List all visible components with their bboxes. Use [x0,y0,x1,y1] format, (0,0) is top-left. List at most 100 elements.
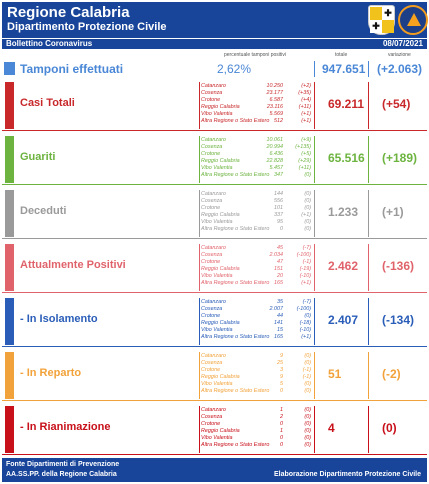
province-name: Catanzaro [201,191,226,197]
province-value: 45 [277,245,283,251]
province-delta: (-10) [299,327,311,333]
province-row: Catanzaro 144 (0) [201,191,313,198]
province-name: Cosenza [201,252,223,258]
province-row: Crotone 47 (-1) [201,259,313,266]
province-row: Altra Regione o Stato Estero 165 (+1) [201,334,313,341]
row-variation: (+54) [382,97,411,111]
header-title: Regione Calabria [7,4,130,21]
province-name: Vibo Valentia [201,219,233,225]
province-row: Crotone 0 (0) [201,421,313,428]
province-row: Cosenza 23.177 (+35) [201,90,313,97]
province-delta: (0) [304,172,311,178]
province-value: 6.587 [269,97,284,103]
province-name: Vibo Valentia [201,273,233,279]
row-total: 65.516 [328,151,365,165]
province-name: Altra Regione o Stato Estero [201,172,270,178]
province-delta: (0) [304,381,311,387]
province-name: Reggio Calabria [201,158,240,164]
protezione-civile-logo-icon [398,5,428,35]
province-name: Vibo Valentia [201,435,233,441]
province-value: 9 [280,353,283,359]
divider [199,244,200,291]
row-total: 2.407 [328,313,359,327]
province-delta: (0) [304,428,311,434]
province-name: Vibo Valentia [201,165,233,171]
province-delta: (0) [304,313,311,319]
province-value: 95 [277,219,283,225]
divider [314,406,315,453]
province-delta: (+135) [295,144,311,150]
tamponi-pct: 2,62% [217,62,252,76]
tamponi-total: 947.651 [322,62,366,76]
province-delta: (+11) [298,104,311,110]
province-delta: (-19) [299,266,311,272]
province-row: Crotone 3 (-1) [201,367,313,374]
province-value: 23.116 [266,104,283,110]
divider [199,82,200,129]
province-name: Crotone [201,313,221,319]
row-variation: (+1) [382,205,404,219]
row-color-bar [5,190,14,237]
province-value: 25 [277,360,283,366]
divider [368,136,369,183]
row-label: Guariti [20,151,56,163]
sub-header-bar: Bollettino Coronavirus 08/07/2021 [2,39,427,49]
province-row: Catanzaro 9 (0) [201,353,313,360]
divider [314,82,315,129]
province-list: Catanzaro 9 (0) Cosenza 25 (0) Crotone 3 (-1) Reg… [201,353,313,395]
row-variation: (-2) [382,367,401,381]
province-value: 101 [274,205,283,211]
province-name: Altra Regione o Stato Estero [201,226,270,232]
divider [368,61,369,77]
province-row: Catanzaro 45 (-7) [201,245,313,252]
divider [199,352,200,399]
row-color-bar [5,82,14,129]
row-variation: (+189) [382,151,418,165]
province-value: 22.828 [266,158,284,164]
province-delta: (-1) [302,259,311,265]
divider [368,244,369,291]
province-name: Altra Regione o Stato Estero [201,442,270,448]
province-delta: (0) [304,198,311,204]
row-label: Casi Totali [20,97,75,109]
row-divider [2,400,427,401]
row-color-bar [5,244,14,291]
province-row: Vibo Valentia 95 (0) [201,219,313,226]
stat-row: Guariti Catanzaro 10.061 (+9) Cosenza 20.994 (… [2,134,427,185]
province-name: Reggio Calabria [201,212,240,218]
province-row: Altra Regione o Stato Estero 347 (0) [201,172,313,179]
province-value: 2.034 [269,252,284,258]
row-divider [2,346,427,347]
tamponi-variation: (+2.063) [377,62,423,76]
province-delta: (0) [304,407,311,413]
province-delta: (0) [304,226,311,232]
row-label: - In Reparto [20,367,82,379]
row-color-bar [5,136,14,183]
province-delta: (0) [304,442,311,448]
province-row: Vibo Valentia 20 (-10) [201,273,313,280]
province-value: 0 [280,388,283,394]
stat-row: Casi Totali Catanzaro 10.250 (+2) Cosenza 23.… [2,80,427,131]
province-delta: (-100) [296,252,311,258]
stat-row: Attualmente Positivi Catanzaro 45 (-7) Cosen… [2,242,427,293]
tamponi-color-square [4,62,15,75]
province-name: Reggio Calabria [201,428,240,434]
province-delta: (+1) [301,118,311,124]
row-color-bar [5,406,14,453]
province-value: 10.061 [266,137,284,143]
province-name: Crotone [201,97,221,103]
province-delta: (0) [304,414,311,420]
province-row: Reggio Calabria 9 (-1) [201,374,313,381]
province-row: Altra Regione o Stato Estero 512 (+1) [201,118,313,125]
province-delta: (-7) [302,299,311,305]
province-list: Catanzaro 144 (0) Cosenza 556 (0) Crotone 101 (0… [201,191,313,233]
province-value: 15 [277,327,283,333]
row-divider [2,292,427,293]
province-value: 165 [274,280,283,286]
column-header-pct: percentuale tamponi positivi [224,52,286,58]
divider [199,136,200,183]
province-delta: (+1) [301,212,311,218]
province-value: 337 [274,212,283,218]
row-label: Deceduti [20,205,67,217]
province-delta: (-100) [296,306,311,312]
